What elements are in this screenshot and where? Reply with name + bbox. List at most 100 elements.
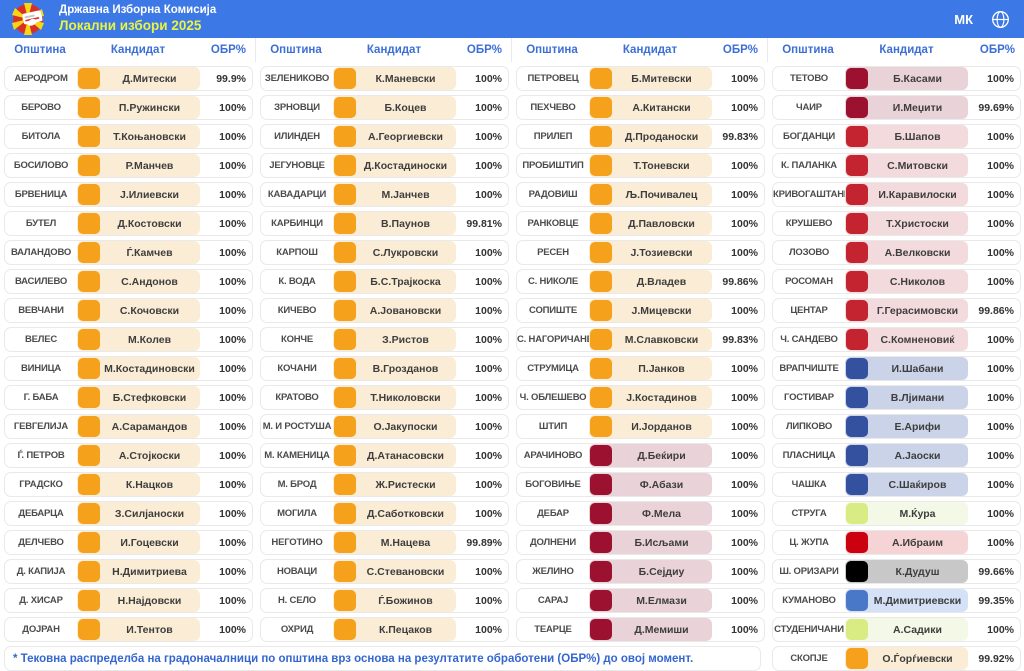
table-row[interactable]: КИЧЕВО А.Јовановски 100%: [260, 298, 509, 323]
table-row[interactable]: РАДОВИШ Љ.Почивалец 100%: [516, 182, 765, 207]
table-row[interactable]: ЈЕГУНОВЦЕ Д.Костадиноски 100%: [260, 153, 509, 178]
table-row[interactable]: ДЕБАР Ф.Мела 100%: [516, 501, 765, 526]
table-row[interactable]: КОНЧЕ З.Ристов 100%: [260, 327, 509, 352]
table-row[interactable]: С. НАГОРИЧАНЕ М.Славковски 99.83%: [516, 327, 765, 352]
table-row[interactable]: СОПИШТЕ Ј.Мицевски 100%: [516, 298, 765, 323]
table-row[interactable]: Н. СЕЛО Ѓ.Божинов 100%: [260, 588, 509, 613]
table-row[interactable]: КРИВОГАШТАНИ И.Каравилоски 100%: [772, 182, 1021, 207]
candidate-pill: Б.Касами: [845, 67, 968, 90]
table-row[interactable]: ВЕЛЕС М.Колев 100%: [4, 327, 253, 352]
table-row[interactable]: ЖЕЛИНО Б.Сејдиу 100%: [516, 559, 765, 584]
globe-icon[interactable]: [991, 10, 1010, 29]
table-row[interactable]: ДЕБАРЦА З.Силјаноски 100%: [4, 501, 253, 526]
table-row[interactable]: ЗРНОВЦИ Б.Коцев 100%: [260, 95, 509, 120]
table-row[interactable]: СТРУМИЦА П.Јанков 100%: [516, 356, 765, 381]
table-row[interactable]: Ц. ЖУПА А.Ибраим 100%: [772, 530, 1021, 555]
table-row[interactable]: ВЕВЧАНИ С.Кочовски 100%: [4, 298, 253, 323]
table-row[interactable]: ТЕАРЦЕ Д.Мемиши 100%: [516, 617, 765, 642]
table-row[interactable]: РЕСЕН Ј.Тозиевски 100%: [516, 240, 765, 265]
table-row[interactable]: САРАЈ М.Елмази 100%: [516, 588, 765, 613]
table-row[interactable]: С. НИКОЛЕ Д.Владев 99.86%: [516, 269, 765, 294]
table-row[interactable]: СТРУГА М.Ќура 100%: [772, 501, 1021, 526]
table-row[interactable]: ДОЈРАН И.Тентов 100%: [4, 617, 253, 642]
table-row[interactable]: Д. ХИСАР Н.Најдовски 100%: [4, 588, 253, 613]
table-row[interactable]: ОХРИД К.Пецаков 100%: [260, 617, 509, 642]
table-row[interactable]: Ш. ОРИЗАРИ К.Дудуш 99.66%: [772, 559, 1021, 584]
party-color-badge: [846, 503, 868, 524]
table-row[interactable]: КРАТОВО Т.Николовски 100%: [260, 385, 509, 410]
candidate-name: М.Јанчев: [381, 188, 430, 201]
table-row[interactable]: ДОЛНЕНИ Б.Исљами 100%: [516, 530, 765, 555]
municipality-label: М. БРОД: [277, 479, 317, 490]
table-row[interactable]: К. ВОДА Б.С.Трајкоска 100%: [260, 269, 509, 294]
processed-percent: 100%: [987, 217, 1014, 230]
candidate-name: О.Јакупоски: [373, 420, 438, 433]
table-row[interactable]: БОСИЛОВО Р.Манчев 100%: [4, 153, 253, 178]
party-color-badge: [78, 532, 100, 553]
table-row[interactable]: ГРАДСКО К.Нацков 100%: [4, 472, 253, 497]
table-row[interactable]: РАНКОВЦЕ Д.Павловски 100%: [516, 211, 765, 236]
table-row[interactable]: ГОСТИВАР В.Лјимани 100%: [772, 385, 1021, 410]
party-color-badge: [334, 329, 356, 350]
table-row[interactable]: СТУДЕНИЧАНИ А.Садики 100%: [772, 617, 1021, 642]
table-row[interactable]: КАВАДАРЦИ М.Јанчев 100%: [260, 182, 509, 207]
table-row[interactable]: М. КАМЕНИЦА Д.Атанасовски 100%: [260, 443, 509, 468]
party-color-badge: [846, 416, 868, 437]
table-row[interactable]: М. БРОД Ж.Ристески 100%: [260, 472, 509, 497]
language-selector[interactable]: МК: [954, 11, 973, 27]
candidate-name: Ј.Костадинов: [626, 391, 697, 404]
table-row[interactable]: К. ПАЛАНКА С.Митовски 100%: [772, 153, 1021, 178]
table-row[interactable]: КОЧАНИ В.Грозданов 100%: [260, 356, 509, 381]
table-row[interactable]: НЕГОТИНО М.Нацева 99.89%: [260, 530, 509, 555]
table-row[interactable]: АЕРОДРОМ Д.Митески 99.9%: [4, 66, 253, 91]
table-row[interactable]: ВИНИЦА М.Костадиновски 100%: [4, 356, 253, 381]
party-color-badge: [846, 97, 868, 118]
processed-percent: 100%: [219, 101, 246, 114]
table-row[interactable]: ГЕВГЕЛИЈА А.Сарамандов 100%: [4, 414, 253, 439]
table-row[interactable]: Ч. САНДЕВО С.Комненовиќ 100%: [772, 327, 1021, 352]
table-row[interactable]: МОГИЛА Д.Саботковски 100%: [260, 501, 509, 526]
table-row[interactable]: АРАЧИНОВО Д.Беќири 100%: [516, 443, 765, 468]
table-row[interactable]: ТЕТОВО Б.Касами 100%: [772, 66, 1021, 91]
table-row[interactable]: СКОПЈЕ О.Ѓорѓиевски 99.92%: [772, 646, 1021, 671]
municipality-label: БРВЕНИЦА: [14, 189, 68, 200]
table-row[interactable]: ЧАИР И.Меџити 99.69%: [772, 95, 1021, 120]
table-row[interactable]: ПРОБИШТИП Т.Тоневски 100%: [516, 153, 765, 178]
table-row[interactable]: Ѓ. ПЕТРОВ А.Стојкоски 100%: [4, 443, 253, 468]
table-row[interactable]: ПРИЛЕП Д.Проданоски 99.83%: [516, 124, 765, 149]
processed-percent: 99.89%: [466, 536, 502, 549]
table-row[interactable]: КУМАНОВО М.Димитриевски 99.35%: [772, 588, 1021, 613]
table-row[interactable]: БОГОВИЊЕ Ф.Абази 100%: [516, 472, 765, 497]
table-row[interactable]: БЕРОВО П.Ружински 100%: [4, 95, 253, 120]
table-row[interactable]: НОВАЦИ С.Стевановски 100%: [260, 559, 509, 584]
table-row[interactable]: ШТИП И.Јорданов 100%: [516, 414, 765, 439]
table-row[interactable]: Ч. ОБЛЕШЕВО Ј.Костадинов 100%: [516, 385, 765, 410]
table-row[interactable]: РОСОМАН С.Николов 100%: [772, 269, 1021, 294]
municipality-label: Ч. САНДЕВО: [780, 334, 838, 345]
table-row[interactable]: ДЕЛЧЕВО И.Гоцевски 100%: [4, 530, 253, 555]
table-row[interactable]: БРВЕНИЦА Ј.Илиевски 100%: [4, 182, 253, 207]
table-row[interactable]: ПЛАСНИЦА А.Јаоски 100%: [772, 443, 1021, 468]
table-row[interactable]: ВРАПЧИШТЕ И.Шабани 100%: [772, 356, 1021, 381]
table-row[interactable]: ЗЕЛЕНИКОВО К.Маневски 100%: [260, 66, 509, 91]
table-row[interactable]: БИТОЛА Т.Коњановски 100%: [4, 124, 253, 149]
table-row[interactable]: М. И РОСТУША О.Јакупоски 100%: [260, 414, 509, 439]
processed-percent: 100%: [731, 362, 758, 375]
table-row[interactable]: Д. КАПИЈА Н.Димитриева 100%: [4, 559, 253, 584]
table-row[interactable]: ВАЛАНДОВО Ѓ.Камчев 100%: [4, 240, 253, 265]
table-row[interactable]: КАРПОШ С.Лукровски 100%: [260, 240, 509, 265]
table-row[interactable]: ИЛИНДЕН А.Георгиевски 100%: [260, 124, 509, 149]
table-row[interactable]: КАРБИНЦИ В.Паунов 99.81%: [260, 211, 509, 236]
table-row[interactable]: БОГДАНЦИ Б.Шапов 100%: [772, 124, 1021, 149]
table-row[interactable]: ПЕХЧЕВО А.Китански 100%: [516, 95, 765, 120]
candidate-pill: Р.Манчев: [77, 154, 200, 177]
table-row[interactable]: ЛИПКОВО Е.Арифи 100%: [772, 414, 1021, 439]
table-row[interactable]: ЧАШКА С.Шаќиров 100%: [772, 472, 1021, 497]
table-row[interactable]: ВАСИЛЕВО С.Андонов 100%: [4, 269, 253, 294]
table-row[interactable]: КРУШЕВО Т.Христоски 100%: [772, 211, 1021, 236]
table-row[interactable]: Г. БАБА Б.Стефковски 100%: [4, 385, 253, 410]
table-row[interactable]: БУТЕЛ Д.Костовски 100%: [4, 211, 253, 236]
table-row[interactable]: ЛОЗОВО А.Велковски 100%: [772, 240, 1021, 265]
table-row[interactable]: ПЕТРОВЕЦ Б.Митевски 100%: [516, 66, 765, 91]
table-row[interactable]: ЦЕНТАР Г.Герасимовски 99.86%: [772, 298, 1021, 323]
